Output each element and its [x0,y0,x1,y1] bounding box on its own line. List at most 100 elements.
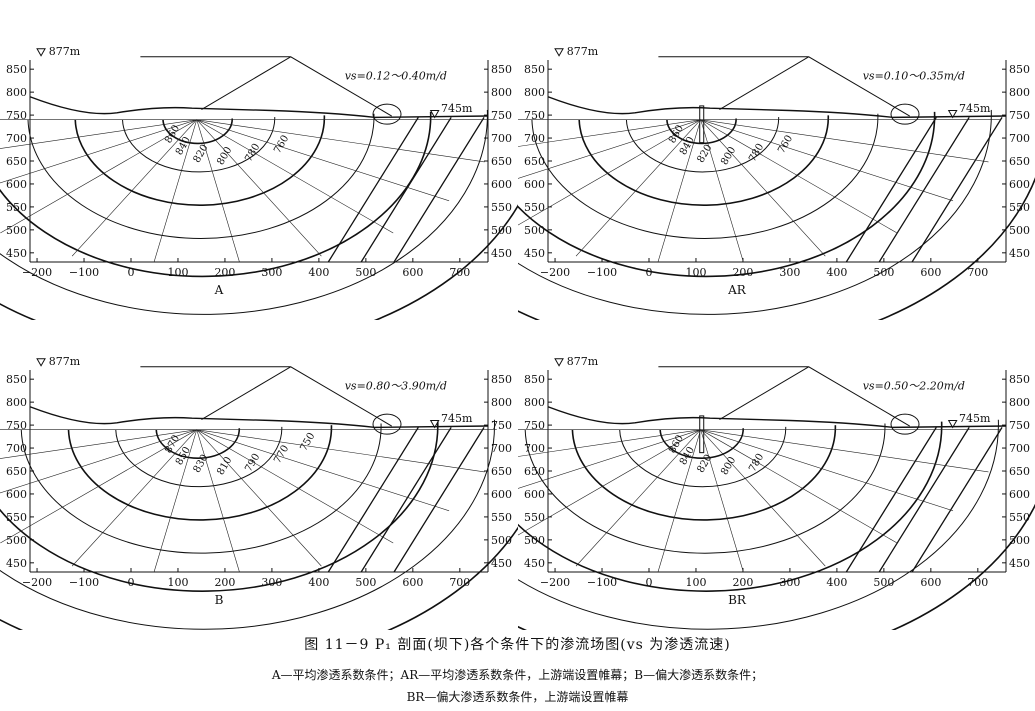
streamline [27,113,375,239]
y-tick-label-left: 600 [6,488,27,501]
y-tick-label-right: 700 [491,442,512,455]
velocity-annotation: vs=0.50～2.20m/d [863,379,965,392]
y-tick-label-right: 600 [1009,488,1030,501]
y-tick-label-right: 850 [491,63,512,76]
stratum-line [360,427,452,573]
equipotential-line [0,119,197,149]
flow-field-svg-A: 850 850 800 800 750 750 700 700 650 650 600 600 550 5… [0,45,545,354]
streamline [578,115,830,207]
y-tick-label-right: 450 [491,247,512,260]
y-tick-label-right: 500 [1009,224,1030,237]
equipotential-line [700,119,826,257]
ground-surface [29,406,489,429]
streamline [531,113,879,239]
y-tick-label-left: 450 [6,247,27,260]
y-tick-label-left: 850 [6,63,27,76]
y-tick-label-right: 450 [1009,557,1030,570]
contour-label: 850 [174,445,193,467]
y-tick-label-left: 450 [6,557,27,570]
stratum-line [393,427,485,573]
downstream-level-icon [429,110,440,119]
y-tick-label-right: 650 [1009,155,1030,168]
y-tick-label-left: 850 [524,373,545,386]
contour-label: 750 [298,431,317,453]
stratum-line [878,117,970,263]
ground-surface [547,96,1007,119]
streamline [524,423,886,554]
equipotential-line [700,429,898,544]
streamline [369,119,1035,354]
equipotential-line [0,119,197,184]
equipotential-line [700,119,989,163]
upstream-level-icon [36,48,46,57]
streamline [74,115,326,207]
y-tick-label-left: 550 [6,201,27,214]
y-tick-label-left: 650 [524,155,545,168]
downstream-level-label: 745m [441,412,473,425]
upstream-level-icon [554,48,564,57]
y-tick-label-right: 700 [1009,442,1030,455]
x-tick-label: 600 [920,266,941,279]
equipotential-line [196,429,485,473]
equipotential-line [0,429,197,494]
equipotential-line [196,429,394,544]
x-tick-label: 500 [355,266,376,279]
downstream-level-icon [947,110,958,119]
y-tick-label-right: 750 [1009,419,1030,432]
y-tick-label-right: 700 [491,132,512,145]
dam-outline [140,56,392,117]
y-tick-label-left: 600 [524,488,545,501]
downstream-level-label: 745m [959,102,991,115]
y-tick-label-right: 850 [1009,63,1030,76]
upstream-level-label: 877m [49,355,81,368]
y-tick-label-left: 450 [524,247,545,260]
equipotential-line [657,119,701,263]
y-tick-label-left: 650 [6,155,27,168]
contour-label: 760 [272,133,291,155]
y-tick-label-right: 800 [491,396,512,409]
upstream-level-icon [554,358,564,367]
flow-field-svg-B: 850 850 800 800 750 750 700 700 650 650 600 600 550 5… [0,355,552,669]
x-tick-label: −100 [587,576,617,589]
flow-field-panel-A: 850 850 800 800 750 750 700 700 650 650 600 600 550 5… [0,30,545,354]
equipotential-line [575,429,701,567]
figure-caption: 图 11－9 P₁ 剖面(坝下)各个条件下的渗流场图(vs 为渗透流速) [304,637,731,653]
x-tick-label: 700 [449,576,470,589]
equipotential-line [196,119,450,202]
flow-field-panel-AR: 850 850 800 800 750 750 700 700 650 650 600 600 550 5… [369,30,1035,354]
equipotential-line [153,429,198,573]
streamline [115,426,283,488]
equipotential-line [0,429,197,459]
outflow-zone [890,413,920,435]
stratum-line [360,117,452,263]
streamline [571,425,837,521]
x-tick-label: 0 [645,576,652,589]
y-tick-label-left: 800 [524,396,545,409]
contour-label: 810 [215,455,234,477]
x-tick-label: −200 [22,576,52,589]
y-tick-label-right: 850 [491,373,512,386]
flow-field-panel-BR: 850 850 800 800 750 750 700 700 650 650 600 600 550 5… [362,340,1035,669]
y-tick-label-right: 650 [1009,465,1030,478]
x-tick-label: 600 [920,576,941,589]
equipotential-line [0,119,197,234]
contour-label: 780 [747,452,766,474]
contour-label: 780 [747,142,766,164]
stratum-line [327,427,419,573]
y-tick-label-right: 450 [1009,247,1030,260]
x-tick-label: 500 [873,266,894,279]
y-tick-label-right: 800 [491,86,512,99]
y-tick-label-left: 700 [524,442,545,455]
y-tick-label-right: 650 [491,465,512,478]
equipotential-line [700,429,826,567]
x-tick-label: 700 [967,576,988,589]
x-tick-label: 200 [732,266,753,279]
stratum-line [393,117,485,263]
x-tick-label: 200 [732,576,753,589]
panel-label: AR [727,283,747,297]
y-tick-label-left: 500 [6,534,27,547]
x-tick-label: −200 [540,576,570,589]
equipotential-line [700,119,744,263]
stratum-line [911,427,1003,573]
figure-legend-line-1: A—平均渗透系数条件；AR—平均渗透系数条件，上游端设置帷幕；B—偏大渗透系数条… [271,668,764,682]
